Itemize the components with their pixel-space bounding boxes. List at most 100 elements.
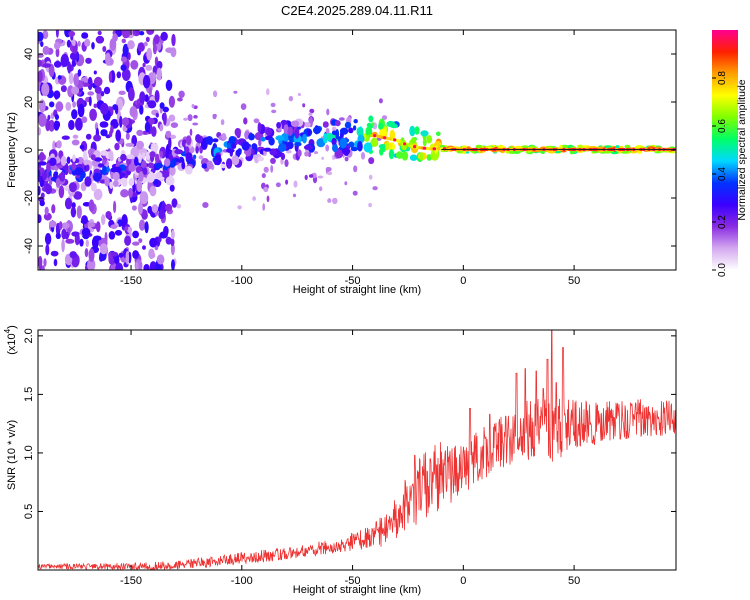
- spectrogram-cell: [378, 98, 383, 104]
- colorbar-tick-label: 0.6: [717, 119, 728, 133]
- spectrogram-cell: [283, 124, 289, 135]
- spectrogram-cell: [81, 215, 88, 225]
- spectrogram-cell: [129, 106, 138, 118]
- spectrogram-cell: [202, 202, 209, 208]
- spectrogram-cell: [53, 258, 58, 267]
- spectrogram-cell: [83, 159, 90, 165]
- spectrogram-cell: [317, 175, 324, 179]
- spectrogram-cell: [109, 181, 114, 189]
- spectrogram-cell: [254, 147, 258, 155]
- spectrogram-cell: [80, 77, 89, 82]
- spectrogram-cell: [293, 180, 298, 188]
- spectrogram-cell: [87, 222, 96, 228]
- snr-x-tick-label: 0: [460, 575, 466, 587]
- spectrogram-cell: [76, 156, 84, 166]
- spectrogram-cell: [84, 176, 92, 187]
- spectrogram-cell: [138, 31, 145, 36]
- spectrogram-cell: [55, 47, 60, 58]
- spectrogram-cell: [79, 144, 85, 150]
- spectrogram-cell: [38, 185, 41, 196]
- spectrogram-cell: [322, 121, 329, 128]
- spectrogram-x-axis: -150 -100 -50 0 50: [120, 30, 580, 287]
- spectrogram-cell: [189, 128, 193, 136]
- colorbar-label: Normalized spectral amplitude: [736, 79, 748, 220]
- spectrogram-cell: [339, 117, 345, 121]
- spectrogram-cell: [131, 205, 137, 211]
- spectrogram-cell: [71, 231, 80, 237]
- spectrogram-cell: [263, 147, 272, 152]
- spectrogram-x-tick-label: 50: [568, 275, 580, 287]
- spectrogram-cell: [69, 52, 79, 61]
- spectrogram-cell: [38, 127, 41, 136]
- spectrogram-cell: [110, 259, 115, 265]
- spectrogram-cell: [168, 95, 175, 108]
- spectrogram-cell: [231, 155, 240, 166]
- spectrogram-cell: [146, 47, 153, 61]
- spectrogram-cell: [124, 235, 132, 246]
- spectrogram-cell: [42, 45, 50, 55]
- spectrogram-cell: [46, 162, 51, 173]
- spectrogram-cell: [149, 237, 158, 248]
- spectrogram-cell: [121, 38, 127, 44]
- spectrogram-cell: [91, 42, 95, 50]
- spectrogram-cell: [151, 126, 157, 137]
- spectrogram-cell: [39, 200, 45, 207]
- spectrogram-cell: [268, 137, 275, 146]
- spectrogram-cell: [365, 126, 373, 136]
- spectrogram-cell: [327, 171, 333, 176]
- spectrogram-cell: [121, 68, 131, 82]
- spectrogram-y-axis: -40 -20 0 20 40: [23, 48, 676, 254]
- spectrogram-cell: [121, 30, 131, 39]
- spectrogram-x-tick-label: -50: [345, 275, 361, 287]
- spectrogram-cell: [334, 120, 341, 127]
- spectrogram-cell: [75, 117, 83, 131]
- spectrogram-cell: [112, 166, 122, 172]
- snr-x-label: Height of straight line (km): [293, 584, 421, 596]
- spectrogram-cell: [116, 30, 121, 35]
- spectrogram-marks: [38, 30, 676, 270]
- spectrogram-cell: [156, 67, 162, 81]
- spectrogram-cell: [110, 125, 114, 134]
- spectrogram-cell: [231, 143, 237, 149]
- spectrogram-cell: [221, 133, 227, 140]
- spectrogram-cell: [110, 224, 118, 229]
- spectrogram-cell: [142, 245, 146, 250]
- spectrogram-cell: [294, 127, 300, 139]
- spectrogram-cell: [81, 116, 88, 123]
- spectrogram-cell: [303, 144, 313, 150]
- spectrogram-y-tick-label: 40: [23, 48, 35, 60]
- spectrogram-cell: [344, 156, 349, 162]
- spectrogram-cell: [61, 135, 70, 140]
- spectrogram-cell: [76, 205, 82, 219]
- spectrogram-cell: [414, 126, 420, 135]
- spectrogram-cell: [363, 142, 373, 153]
- spectrogram-cell: [108, 150, 114, 160]
- spectrogram-cell: [378, 122, 384, 130]
- spectrogram-cell: [436, 131, 441, 137]
- spectrogram-cell: [142, 74, 151, 89]
- spectrogram-cell: [419, 152, 424, 162]
- spectrogram-cell: [114, 104, 119, 115]
- spectrogram-cell: [366, 122, 372, 128]
- spectrogram-cell: [48, 220, 57, 228]
- spectrogram-cell: [304, 122, 311, 128]
- spectrogram-x-tick-label: -150: [120, 275, 142, 287]
- spectrogram-cell: [185, 165, 193, 175]
- spectrogram-cell: [88, 199, 95, 212]
- spectrogram-cell: [325, 167, 332, 172]
- spectrogram-cell: [132, 241, 140, 246]
- spectrogram-cell: [193, 115, 198, 119]
- spectrogram-cell: [297, 92, 301, 97]
- spectrogram-cell: [409, 154, 418, 161]
- spectrogram-cell: [372, 186, 378, 191]
- spectrogram-cell: [339, 137, 348, 149]
- spectrogram-cell: [420, 130, 429, 137]
- spectrogram-cell: [85, 133, 92, 140]
- snr-x-tick-label: -100: [231, 575, 253, 587]
- spectrogram-cell: [137, 153, 142, 164]
- spectrogram-cell: [47, 114, 51, 121]
- spectrogram-cell: [164, 203, 173, 212]
- spectrogram-cell: [118, 90, 126, 96]
- spectrogram-cell: [87, 91, 95, 96]
- spectrogram-cell: [284, 159, 289, 168]
